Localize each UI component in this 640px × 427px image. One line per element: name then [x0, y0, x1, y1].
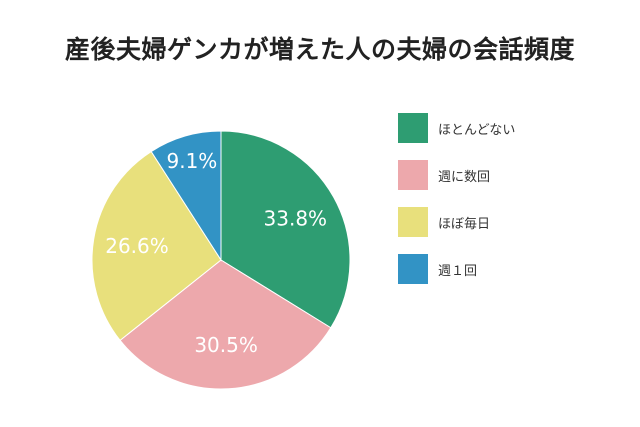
slice-shuu-ikkai [150, 130, 222, 262]
legend-swatch [398, 254, 428, 284]
legend-item-hotondonai: ほとんどない [398, 113, 515, 143]
legend-item-shuu-ikkai: 週１回 [398, 254, 515, 284]
slice-hotondonai [220, 130, 351, 329]
legend-item-hobo-mainichi: ほぼ毎日 [398, 207, 515, 237]
legend-label: ほとんどない [438, 122, 516, 138]
slice-value-label: 30.5% [194, 333, 258, 357]
slice-hobo-mainichi [91, 150, 222, 342]
chart-title: 産後夫婦ゲンカが増えた人の夫婦の会話頻度 [64, 35, 575, 64]
legend-label: ほぼ毎日 [438, 216, 491, 232]
legend-swatch [398, 113, 428, 143]
legend-item-shuu-ni-suukai: 週に数回 [398, 160, 515, 190]
slice-value-label: 33.8% [264, 207, 328, 231]
slice-value-label: 26.6% [105, 234, 169, 258]
legend: ほとんどない 週に数回 ほぼ毎日 週１回 [398, 113, 515, 301]
slice-shuu-ni-suukai [119, 259, 332, 390]
legend-swatch [398, 207, 428, 237]
legend-label: 週に数回 [438, 169, 491, 185]
slice-value-label: 9.1% [166, 149, 217, 173]
legend-label: 週１回 [438, 263, 478, 279]
legend-swatch [398, 160, 428, 190]
